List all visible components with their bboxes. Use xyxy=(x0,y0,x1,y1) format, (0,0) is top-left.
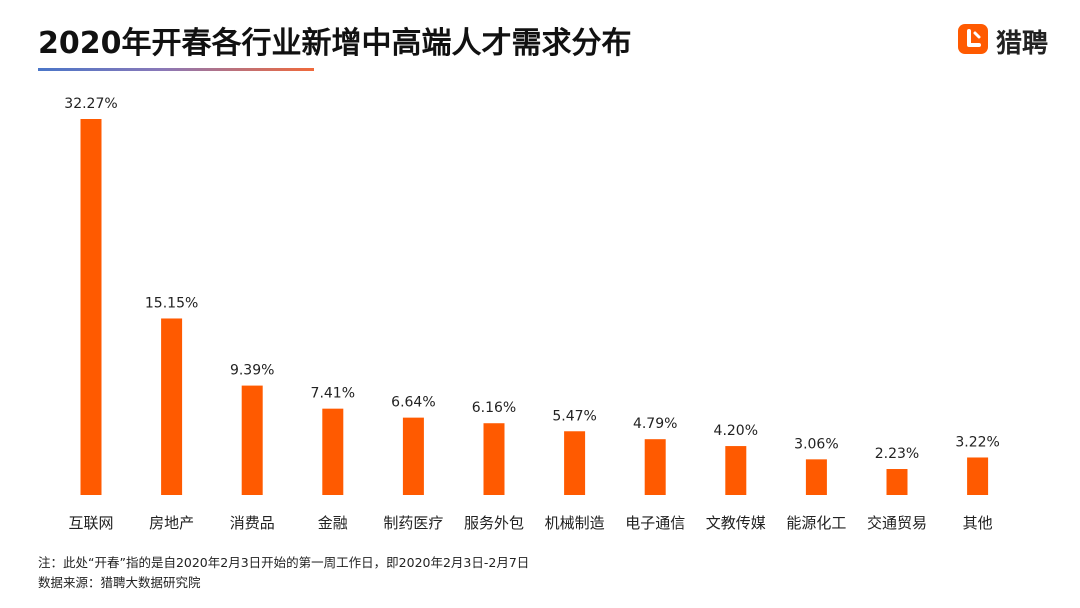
footnotes: 注：此处“开春”指的是自2020年2月3日开始的第一周工作日，即2020年2月3… xyxy=(38,553,529,593)
category-label-6: 机械制造 xyxy=(545,514,605,532)
value-label-4: 6.64% xyxy=(391,395,435,411)
bar-2 xyxy=(241,385,263,495)
category-label-2: 消费品 xyxy=(230,514,275,532)
liepin-logo-icon xyxy=(958,24,988,54)
value-label-1: 15.15% xyxy=(145,295,198,311)
category-label-4: 制药医疗 xyxy=(383,514,443,532)
category-label-11: 其他 xyxy=(963,514,993,532)
bar-6 xyxy=(564,431,586,495)
value-label-10: 2.23% xyxy=(875,446,919,462)
bar-0 xyxy=(80,119,102,495)
bar-4 xyxy=(402,417,424,495)
bar-1 xyxy=(161,318,183,495)
value-label-7: 4.79% xyxy=(633,416,677,432)
category-label-9: 能源化工 xyxy=(786,514,846,532)
page-title: 2020年开春各行业新增中高端人才需求分布 xyxy=(38,26,632,61)
bar-7 xyxy=(644,439,666,495)
category-label-10: 交通贸易 xyxy=(867,514,927,532)
value-label-0: 32.27% xyxy=(64,96,117,112)
value-label-5: 6.16% xyxy=(472,400,516,416)
bar-10 xyxy=(886,469,908,495)
value-label-8: 4.20% xyxy=(714,423,758,439)
title-underline xyxy=(38,68,314,71)
category-label-3: 金融 xyxy=(318,514,348,532)
bar-9 xyxy=(805,459,827,495)
brand-logo: 猎聘 xyxy=(958,22,1068,59)
category-label-7: 电子通信 xyxy=(625,514,685,532)
bar-5 xyxy=(483,423,505,495)
category-label-1: 房地产 xyxy=(149,514,194,532)
value-label-11: 3.22% xyxy=(955,434,999,450)
bar-3 xyxy=(322,408,344,495)
footnote-source: 数据来源：猎聘大数据研究院 xyxy=(38,575,201,590)
bar-8 xyxy=(725,446,747,495)
value-label-3: 7.41% xyxy=(311,386,355,402)
bar-11 xyxy=(967,457,989,495)
category-label-0: 互联网 xyxy=(68,514,113,532)
value-label-9: 3.06% xyxy=(794,436,838,452)
value-label-6: 5.47% xyxy=(552,408,596,424)
footnote-note: 注：此处“开春”指的是自2020年2月3日开始的第一周工作日，即2020年2月3… xyxy=(38,555,530,570)
logo-text: 猎聘 xyxy=(996,29,1049,59)
category-label-8: 文教传媒 xyxy=(706,514,766,532)
category-label-5: 服务外包 xyxy=(464,514,524,532)
value-label-2: 9.39% xyxy=(230,363,274,379)
